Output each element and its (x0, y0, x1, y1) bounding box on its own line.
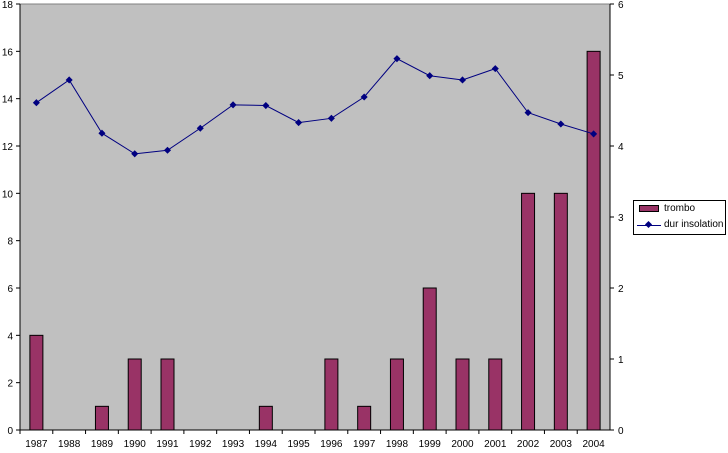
y2-tick-label: 6 (618, 0, 624, 11)
plot-area (19, 3, 611, 431)
bar-1998 (389, 358, 404, 431)
point-1993 (229, 101, 237, 109)
x-tick-label: 2004 (582, 439, 605, 450)
legend-marker (644, 220, 653, 229)
point-1995 (295, 119, 303, 127)
point-1994 (262, 101, 270, 110)
x-tick-label: 2002 (517, 439, 540, 450)
legend: trombo dur insolation (633, 200, 726, 235)
x-tick-label: 1999 (419, 439, 442, 450)
bar-1996 (324, 358, 339, 431)
legend-item-trombo: trombo (634, 201, 725, 217)
y2-tick-label: 1 (618, 355, 624, 366)
point-2001 (491, 65, 499, 73)
x-tick-label: 1991 (156, 439, 179, 450)
bar-2004 (586, 50, 601, 431)
x-tick-label: 1992 (189, 439, 212, 450)
y-tick-label: 2 (7, 379, 13, 390)
bar-1990 (127, 358, 142, 431)
legend-item-dur-insolation: dur insolation (634, 217, 725, 233)
x-tick-label: 1997 (353, 439, 376, 450)
x-tick-label: 1987 (25, 439, 48, 450)
y-tick-label: 14 (2, 95, 14, 106)
x-tick-label: 1994 (255, 439, 278, 450)
x-tick-label: 2000 (451, 439, 474, 450)
bar-1991 (160, 358, 175, 431)
x-tick-label: 1989 (91, 439, 114, 450)
y-tick-label: 18 (2, 0, 14, 11)
y2-tick-label: 0 (618, 426, 624, 437)
bar-1997 (357, 405, 372, 431)
y-tick-label: 6 (7, 284, 13, 295)
point-1991 (163, 146, 172, 154)
x-tick-label: 2001 (484, 439, 507, 450)
bar-2001 (488, 358, 503, 431)
y2-tick-label: 4 (618, 142, 624, 153)
point-1990 (131, 150, 139, 158)
x-tick-label: 2003 (550, 439, 573, 450)
x-tick-label: 1988 (58, 439, 81, 450)
point-1999 (426, 72, 434, 80)
x-tick-label: 1995 (287, 439, 310, 450)
x-tick-label: 1996 (320, 439, 343, 450)
bar-1987 (29, 334, 44, 431)
bar-2000 (455, 358, 470, 431)
point-1998 (393, 55, 401, 63)
point-1992 (196, 124, 204, 132)
x-tick-label: 1993 (222, 439, 245, 450)
point-1996 (327, 114, 335, 122)
point-1997 (360, 93, 368, 101)
point-2000 (458, 76, 467, 84)
x-tick-label: 1998 (386, 439, 409, 450)
point-1989 (98, 129, 106, 137)
legend-label: dur insolation (664, 219, 724, 230)
y-tick-label: 8 (7, 237, 13, 248)
bar-1999 (422, 287, 437, 431)
y-tick-label: 10 (2, 189, 14, 200)
x-tick-label: 1990 (124, 439, 147, 450)
y2-tick-label: 3 (618, 213, 624, 224)
y-tick-label: 0 (7, 426, 13, 437)
y-tick-label: 16 (2, 47, 14, 58)
y2-tick-label: 2 (618, 284, 624, 295)
point-1988 (65, 76, 73, 84)
point-2002 (524, 109, 532, 117)
y2-tick-label: 5 (618, 71, 624, 82)
line-dur-insolation (36, 58, 594, 155)
bar-1994 (258, 405, 273, 431)
bar-1989 (94, 405, 109, 431)
y-tick-label: 12 (2, 142, 14, 153)
legend-swatch (639, 205, 659, 212)
point-2004 (590, 130, 598, 138)
y-tick-label: 4 (7, 331, 13, 342)
bar-2002 (521, 192, 536, 431)
legend-label: trombo (664, 203, 696, 214)
bar-2003 (553, 192, 568, 431)
point-2003 (557, 120, 565, 128)
